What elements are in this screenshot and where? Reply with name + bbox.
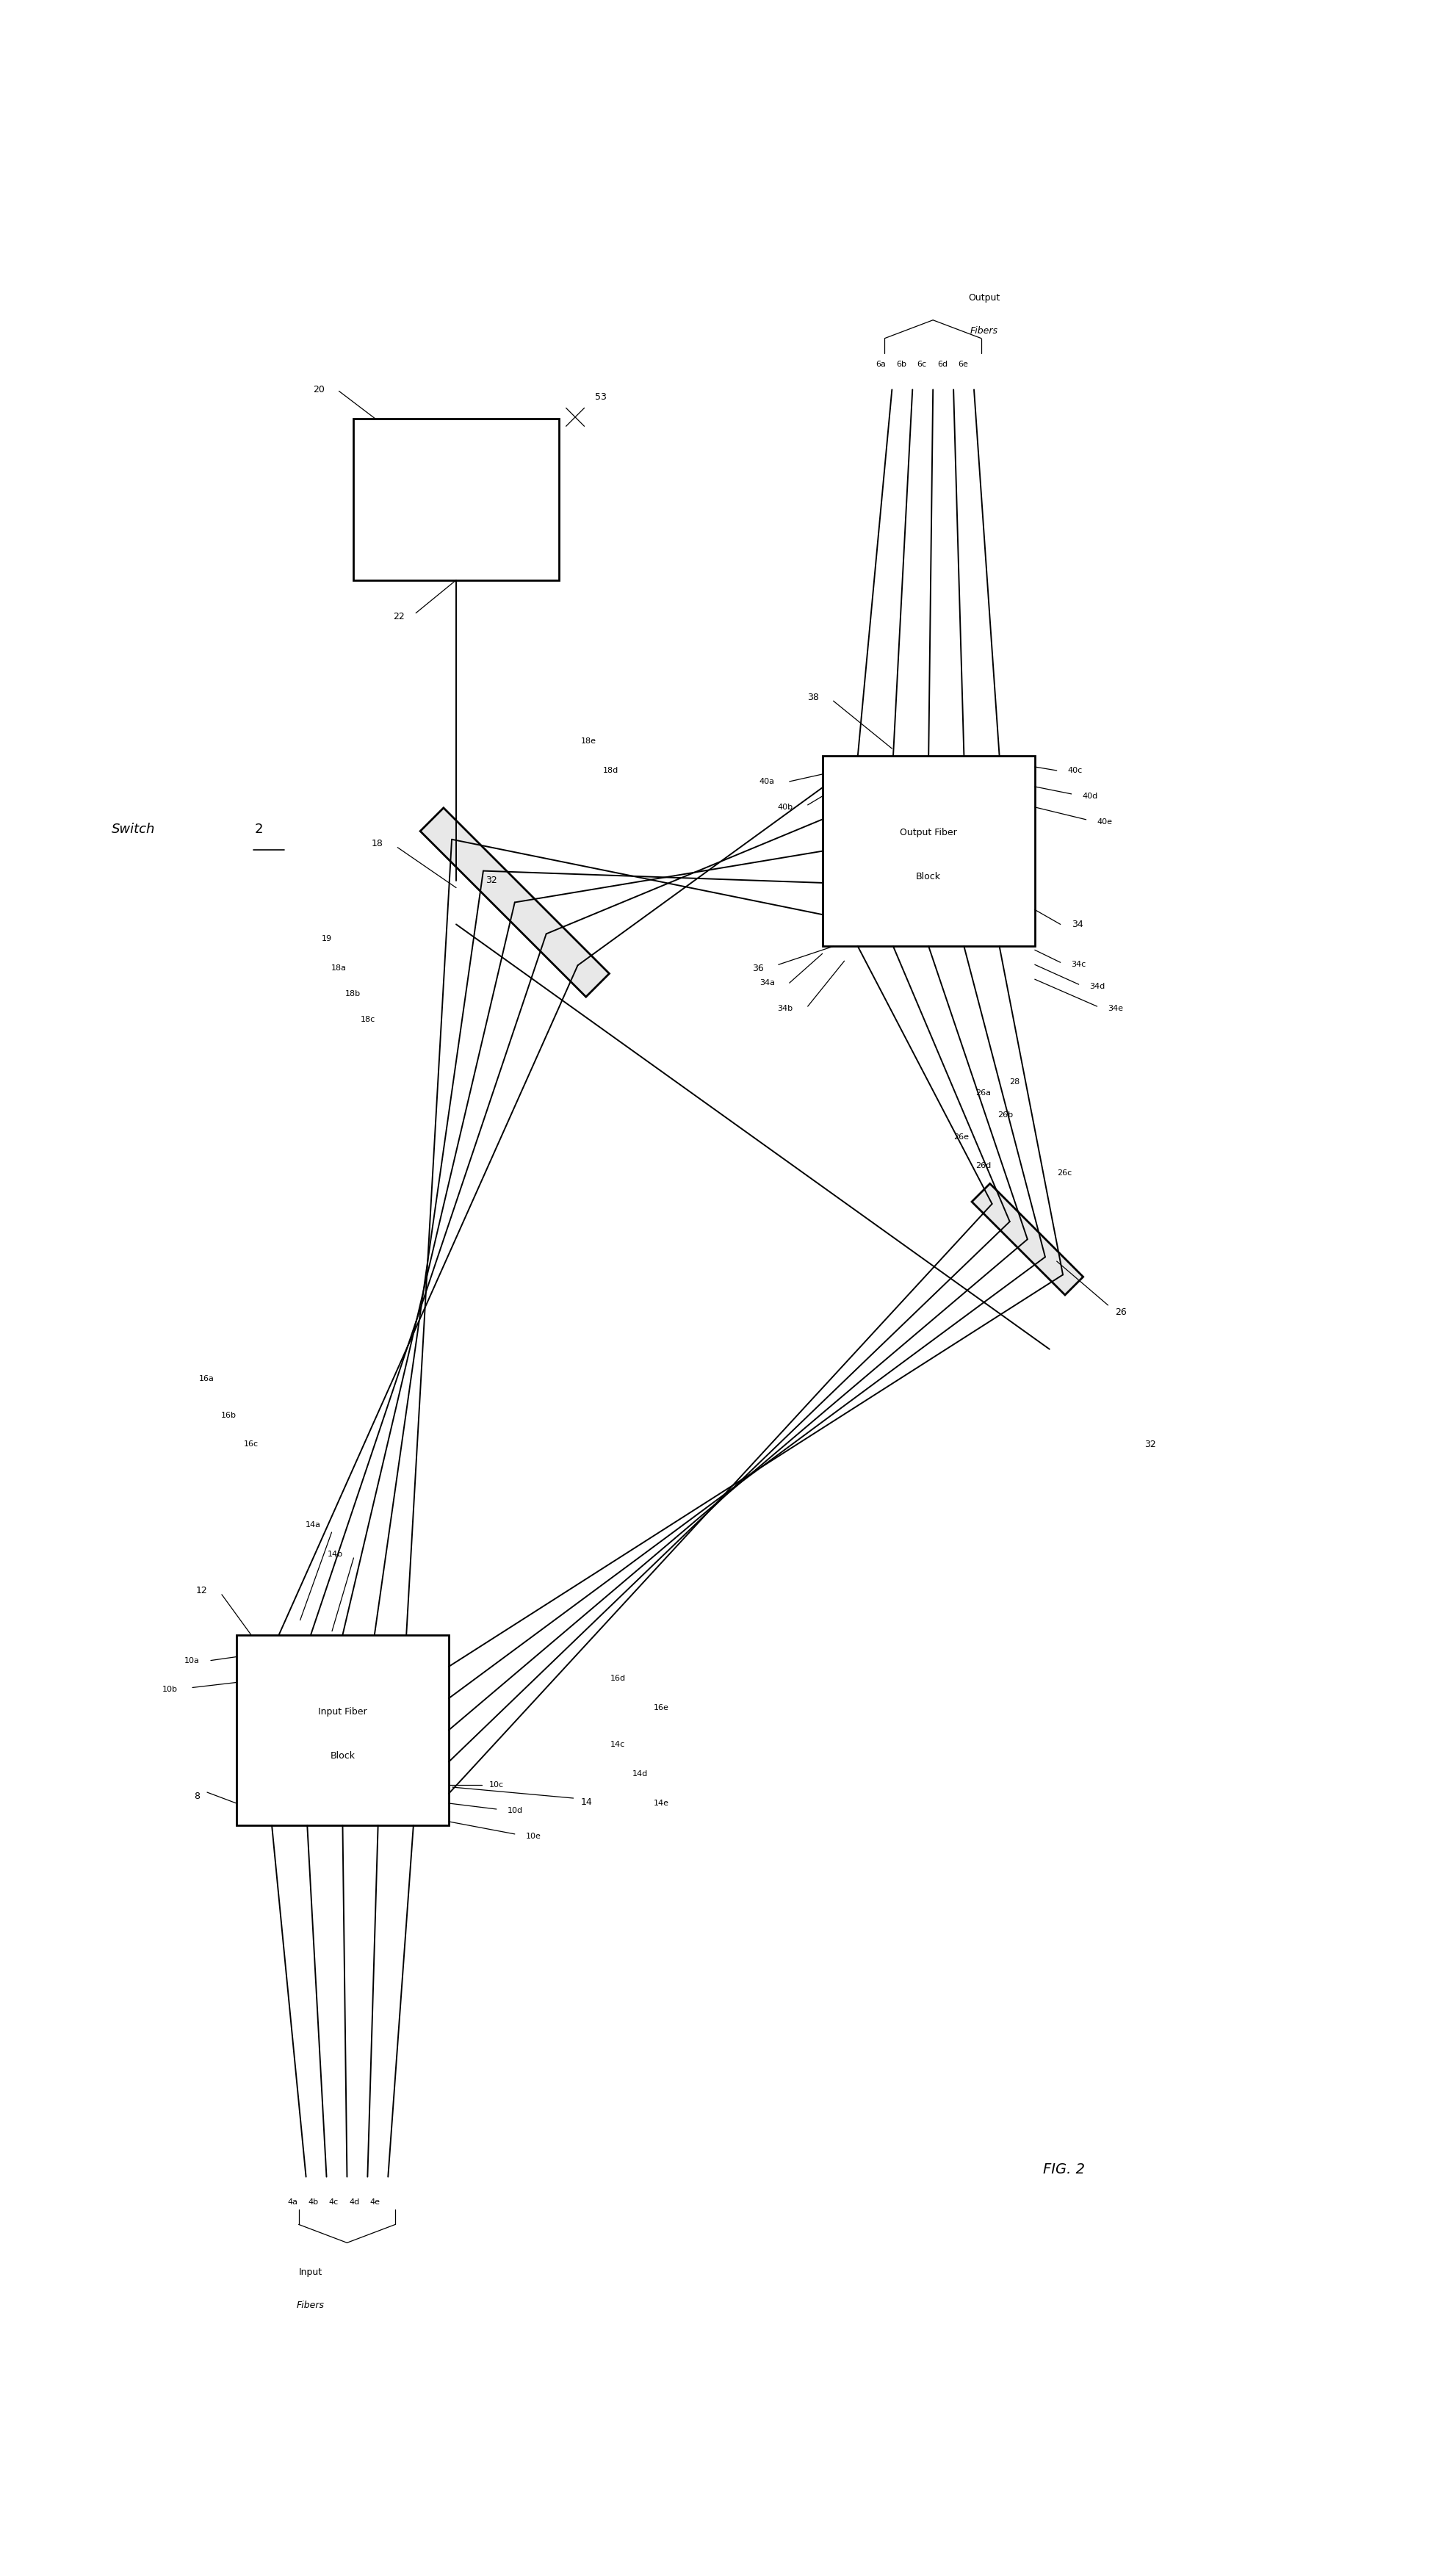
Text: 6e: 6e [958, 361, 968, 368]
Text: 28: 28 [1010, 1079, 1020, 1084]
Text: 18a: 18a [331, 963, 346, 971]
Text: 4d: 4d [349, 2200, 360, 2205]
Text: 34b: 34b [777, 1005, 793, 1012]
Text: 18e: 18e [580, 737, 596, 744]
Text: Output: Output [968, 294, 1000, 304]
Text: 34a: 34a [760, 979, 774, 987]
Text: 6d: 6d [938, 361, 948, 368]
Text: 18c: 18c [360, 1015, 376, 1023]
Text: 18b: 18b [346, 989, 360, 997]
Text: Fibers: Fibers [971, 327, 998, 335]
Text: 6a: 6a [875, 361, 886, 368]
Bar [353, 420, 559, 580]
Text: 10b: 10b [162, 1687, 178, 1692]
Text: 20: 20 [313, 384, 324, 394]
Text: Fibers: Fibers [297, 2300, 324, 2311]
Text: 2: 2 [255, 822, 263, 835]
Text: 10a: 10a [184, 1656, 200, 1664]
Text: 10c: 10c [489, 1780, 504, 1788]
Text: 6c: 6c [917, 361, 928, 368]
Text: 40b: 40b [777, 804, 793, 811]
Text: 40d: 40d [1082, 793, 1098, 799]
Text: 4e: 4e [370, 2200, 381, 2205]
Text: 22: 22 [394, 613, 405, 621]
Text: Switch: Switch [111, 822, 155, 835]
Text: 14e: 14e [654, 1801, 670, 1806]
Text: 26: 26 [1116, 1309, 1127, 1316]
Text: 26a: 26a [975, 1090, 991, 1097]
Text: 6b: 6b [896, 361, 907, 368]
Bar [236, 1636, 449, 1826]
Text: 26b: 26b [997, 1110, 1013, 1118]
Text: 53: 53 [595, 392, 606, 402]
Text: 26c: 26c [1056, 1170, 1072, 1177]
Text: 34e: 34e [1108, 1005, 1123, 1012]
Text: Block: Block [330, 1752, 355, 1759]
Text: 4c: 4c [328, 2200, 339, 2205]
Text: 38: 38 [807, 693, 819, 703]
Text: Input: Input [298, 2267, 323, 2277]
Polygon shape [972, 1182, 1084, 1296]
Text: Output Fiber: Output Fiber [900, 827, 956, 837]
Text: 16d: 16d [611, 1674, 625, 1682]
Bar [822, 755, 1035, 945]
Text: 40c: 40c [1068, 768, 1082, 775]
Text: 26d: 26d [975, 1162, 991, 1170]
Text: 36: 36 [752, 963, 764, 974]
Text: 18: 18 [372, 840, 383, 848]
Text: 14c: 14c [611, 1741, 625, 1749]
Text: Input Fiber: Input Fiber [318, 1708, 368, 1716]
Polygon shape [420, 809, 609, 997]
Text: 4b: 4b [308, 2200, 318, 2205]
Text: 32: 32 [1145, 1440, 1156, 1450]
Text: 8: 8 [194, 1790, 200, 1801]
Text: 32: 32 [485, 876, 496, 886]
Text: 16e: 16e [654, 1705, 670, 1710]
Text: 16a: 16a [200, 1376, 214, 1383]
Text: 16b: 16b [221, 1412, 236, 1419]
Text: 40a: 40a [760, 778, 774, 786]
Text: 14d: 14d [632, 1770, 648, 1777]
Text: 34: 34 [1071, 920, 1082, 930]
Text: 10d: 10d [508, 1806, 522, 1814]
Text: 19: 19 [321, 935, 331, 943]
Text: 14: 14 [580, 1798, 592, 1806]
Text: 14a: 14a [305, 1522, 321, 1528]
Text: 34d: 34d [1090, 984, 1106, 989]
Text: 18d: 18d [602, 768, 618, 775]
Text: 4a: 4a [288, 2200, 298, 2205]
Text: 14b: 14b [327, 1551, 343, 1558]
Text: 10e: 10e [525, 1832, 541, 1839]
Text: 40e: 40e [1097, 819, 1113, 824]
Text: 12: 12 [195, 1587, 207, 1595]
Text: FIG. 2: FIG. 2 [1043, 2161, 1085, 2177]
Text: 34c: 34c [1071, 961, 1087, 969]
Text: Block: Block [916, 871, 941, 881]
Text: 16c: 16c [243, 1440, 259, 1448]
Text: 26e: 26e [954, 1133, 969, 1141]
